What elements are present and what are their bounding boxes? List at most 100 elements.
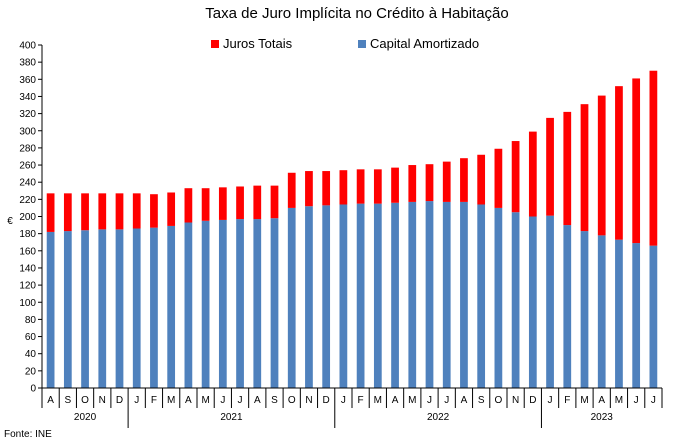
bar-capital-amortizado (391, 202, 399, 388)
bar-juros-totais (460, 158, 468, 202)
x-tick-label: F (564, 395, 570, 406)
x-tick-label: J (238, 395, 243, 406)
year-label: 2022 (427, 412, 450, 423)
x-tick-label: M (374, 395, 382, 406)
bar-juros-totais (98, 193, 107, 230)
bar-capital-amortizado (305, 206, 313, 388)
bar-capital-amortizado (81, 230, 89, 388)
bar-juros-totais (115, 193, 124, 230)
y-tick-label: 80 (25, 315, 37, 326)
bar-juros-totais (218, 187, 227, 220)
legend-swatch-juros-totais (211, 40, 219, 48)
bar-capital-amortizado (322, 205, 331, 388)
bar-capital-amortizado (632, 243, 641, 388)
bar-capital-amortizado (287, 207, 296, 388)
y-tick-label: 120 (19, 281, 36, 292)
bar-capital-amortizado (115, 229, 124, 388)
bar-capital-amortizado (236, 219, 244, 388)
bar-juros-totais (408, 165, 417, 202)
y-tick-label: 20 (25, 366, 37, 377)
y-axis-label: € (7, 216, 13, 227)
bar-capital-amortizado (201, 220, 210, 388)
bar-capital-amortizado (339, 204, 348, 388)
legend-label-capital-amortizado: Capital Amortizado (370, 36, 479, 51)
bar-capital-amortizado (494, 207, 503, 388)
x-axis: A S O N D J F M A M J J A S O N D J F M A M J J A S O N D J F M A M J J2020… (41, 387, 663, 428)
y-tick-label: 160 (19, 246, 36, 257)
bar-juros-totais (270, 185, 279, 219)
y-tick-label: 320 (19, 109, 36, 120)
bar-juros-totais (253, 185, 262, 220)
bar-juros-totais (546, 117, 554, 216)
bar-juros-totais (597, 95, 606, 236)
y-tick-label: 360 (19, 75, 36, 86)
bar-capital-amortizado (184, 222, 193, 388)
bar-capital-amortizado (373, 203, 382, 388)
x-tick-label: J (220, 395, 225, 406)
bar-juros-totais (63, 193, 72, 232)
bar-juros-totais (528, 131, 537, 217)
x-tick-label: A (254, 395, 261, 406)
bar-capital-amortizado (528, 216, 537, 388)
x-tick-label: S (478, 395, 485, 406)
bar-capital-amortizado (150, 227, 158, 388)
x-tick-label: F (151, 395, 157, 406)
bars (46, 70, 658, 388)
bar-juros-totais (632, 78, 641, 244)
y-tick-label: 260 (19, 161, 36, 172)
x-tick-label: D (323, 395, 330, 406)
year-label: 2020 (74, 412, 97, 423)
bar-capital-amortizado (563, 225, 572, 388)
x-tick-label: D (529, 395, 536, 406)
y-tick-label: 40 (25, 349, 37, 360)
bar-capital-amortizado (511, 212, 520, 388)
bar-juros-totais (580, 104, 589, 232)
bar-juros-totais (322, 171, 331, 206)
bar-capital-amortizado (46, 231, 55, 388)
y-axis: 0 20 40 60 80 100 120 140 160 180 200 220 240 260 280 3… (19, 41, 43, 395)
bar-juros-totais (305, 171, 313, 207)
bar-capital-amortizado (218, 219, 227, 388)
bar-capital-amortizado (270, 218, 279, 388)
x-tick-label: J (444, 395, 449, 406)
x-tick-label: S (64, 395, 71, 406)
bar-capital-amortizado (253, 219, 262, 388)
y-tick-label: 380 (19, 58, 36, 69)
bar-capital-amortizado (615, 239, 623, 388)
chart-title: Taxa de Juro Implícita no Crédito à Habi… (205, 5, 509, 22)
y-tick-label: 400 (19, 41, 36, 52)
x-tick-label: J (134, 395, 139, 406)
bar-juros-totais (132, 193, 141, 229)
x-tick-label: A (47, 395, 54, 406)
x-tick-label: J (651, 395, 656, 406)
x-tick-label: J (341, 395, 346, 406)
bar-capital-amortizado (477, 204, 486, 388)
source-note: Fonte: INE (4, 429, 52, 440)
bar-juros-totais (615, 86, 623, 240)
year-label: 2023 (591, 412, 614, 423)
bar-capital-amortizado (580, 231, 589, 388)
x-tick-label: M (201, 395, 209, 406)
bar-juros-totais (356, 169, 365, 204)
x-tick-label: M (167, 395, 175, 406)
y-tick-label: 100 (19, 298, 36, 309)
bar-capital-amortizado (425, 201, 434, 388)
bar-capital-amortizado (442, 201, 451, 388)
x-tick-label: A (392, 395, 399, 406)
legend: Juros Totais Capital Amortizado (211, 36, 479, 51)
bar-juros-totais (563, 111, 572, 226)
bar-capital-amortizado (408, 201, 417, 388)
y-tick-label: 280 (19, 143, 36, 154)
x-tick-label: N (305, 395, 312, 406)
x-tick-label: N (512, 395, 519, 406)
bar-juros-totais (287, 172, 296, 208)
x-tick-label: F (358, 395, 364, 406)
bar-juros-totais (442, 161, 451, 202)
bar-juros-totais (236, 186, 244, 220)
bar-juros-totais (391, 167, 399, 203)
x-tick-label: O (494, 395, 502, 406)
bar-juros-totais (425, 164, 434, 202)
bar-juros-totais (494, 148, 503, 208)
y-tick-label: 180 (19, 229, 36, 240)
